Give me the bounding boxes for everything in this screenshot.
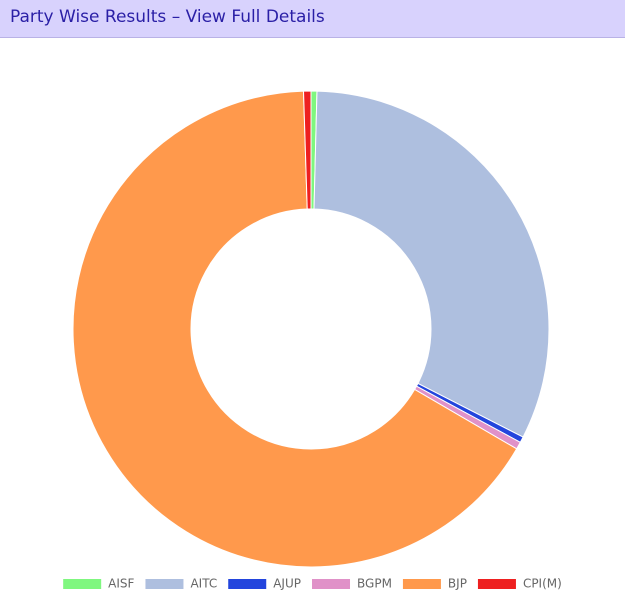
legend-label: BJP [448,577,467,591]
legend: AISF AITC AJUP BGPM BJP CPI(M) [63,577,562,591]
legend-swatch [63,579,102,589]
legend-swatch [402,579,441,589]
legend-swatch [145,579,184,589]
legend-swatch [228,579,267,589]
legend-label: CPI(M) [523,577,562,591]
legend-label: AJUP [273,577,301,591]
legend-swatch [477,579,516,589]
legend-label: BGPM [357,577,392,591]
slice [72,90,518,568]
legend-label: AISF [108,577,134,591]
legend-label: AITC [190,577,217,591]
header: Party Wise Results – View Full Details [0,0,625,38]
chart-title: Party Wise Results – View Full Details [10,7,325,27]
slice [313,90,550,438]
slice [303,90,312,210]
chart: AISF AITC AJUP BGPM BJP CPI(M) [63,90,562,591]
legend-swatch [312,579,351,589]
